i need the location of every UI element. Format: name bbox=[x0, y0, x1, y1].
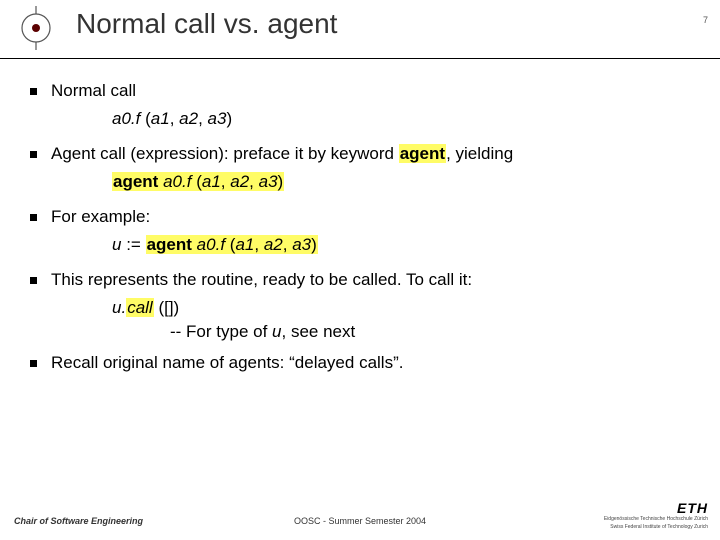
code-token: , bbox=[170, 109, 179, 128]
slide-header: Normal call vs. agent 7 bbox=[0, 0, 720, 59]
code-line-1: a0.f (a1, a2, a3) bbox=[112, 109, 680, 129]
code-token: a2 bbox=[264, 235, 283, 254]
bullet-4-text: This represents the routine, ready to be… bbox=[51, 269, 680, 292]
comment-text: -- For type of bbox=[170, 322, 272, 341]
text-fragment: , yielding bbox=[446, 144, 513, 163]
bullet-marker-icon bbox=[30, 277, 37, 284]
code-token: a3 bbox=[208, 109, 227, 128]
code-token: a2 bbox=[230, 172, 249, 191]
bullet-4: This represents the routine, ready to be… bbox=[30, 269, 680, 292]
code-token: ) bbox=[278, 172, 284, 191]
code-token: a0 bbox=[112, 109, 131, 128]
code-token: , bbox=[254, 235, 263, 254]
bullet-marker-icon bbox=[30, 151, 37, 158]
code-token: a2 bbox=[179, 109, 198, 128]
code-token: a3 bbox=[292, 235, 311, 254]
bullet-1: Normal call bbox=[30, 80, 680, 103]
code-call-highlight: call bbox=[126, 298, 154, 317]
code-token: ( bbox=[191, 172, 201, 191]
slide-title: Normal call vs. agent bbox=[76, 8, 337, 40]
code-token: , bbox=[249, 172, 258, 191]
bullet-1-text: Normal call bbox=[51, 80, 680, 103]
footer-right: ETH Eidgenössische Technische Hochschule… bbox=[604, 501, 708, 530]
bullet-5-text: Recall original name of agents: “delayed… bbox=[51, 352, 680, 375]
slide: Normal call vs. agent 7 Normal call a0.f… bbox=[0, 0, 720, 540]
code-keyword: agent bbox=[113, 172, 158, 191]
code-token: a1 bbox=[235, 235, 254, 254]
bullet-marker-icon bbox=[30, 360, 37, 367]
bullet-2-text: Agent call (expression): preface it by k… bbox=[51, 143, 680, 166]
code-token: ( bbox=[225, 235, 235, 254]
bullet-marker-icon bbox=[30, 88, 37, 95]
slide-body: Normal call a0.f (a1, a2, a3) Agent call… bbox=[30, 80, 680, 381]
code-line-4: u.call ([]) bbox=[112, 298, 680, 318]
code-token: a1 bbox=[202, 172, 221, 191]
code-token: , bbox=[283, 235, 292, 254]
keyword-highlight: agent bbox=[399, 144, 446, 163]
eth-subtitle-1: Eidgenössische Technische Hochschule Zür… bbox=[604, 517, 708, 523]
bullet-3: For example: bbox=[30, 206, 680, 229]
logo-icon bbox=[14, 6, 58, 55]
page-number: 7 bbox=[703, 15, 708, 25]
comment-text: u bbox=[272, 322, 281, 341]
code-token: ([]) bbox=[154, 298, 180, 317]
code-token: := bbox=[121, 235, 145, 254]
code-keyword: agent bbox=[147, 235, 192, 254]
text-fragment: Agent call (expression): preface it by k… bbox=[51, 144, 399, 163]
code-token: a3 bbox=[259, 172, 278, 191]
eth-subtitle-2: Swiss Federal Institute of Technology Zu… bbox=[604, 525, 708, 531]
code-line-3: u := agent a0.f (a1, a2, a3) bbox=[112, 235, 680, 255]
bullet-marker-icon bbox=[30, 214, 37, 221]
eth-logo: ETH bbox=[604, 501, 708, 515]
code-token: , bbox=[221, 172, 230, 191]
bullet-2: Agent call (expression): preface it by k… bbox=[30, 143, 680, 166]
code-token: ) bbox=[226, 109, 232, 128]
code-token: ) bbox=[311, 235, 317, 254]
code-token: , bbox=[198, 109, 207, 128]
bullet-3-text: For example: bbox=[51, 206, 680, 229]
code-token: a0 bbox=[163, 172, 182, 191]
code-token: a1 bbox=[151, 109, 170, 128]
code-token: a0 bbox=[197, 235, 216, 254]
bullet-5: Recall original name of agents: “delayed… bbox=[30, 352, 680, 375]
comment-text: , see next bbox=[282, 322, 356, 341]
code-line-2: agent a0.f (a1, a2, a3) bbox=[112, 172, 680, 192]
code-line-4-comment: -- For type of u, see next bbox=[170, 322, 680, 342]
code-token: ( bbox=[140, 109, 150, 128]
